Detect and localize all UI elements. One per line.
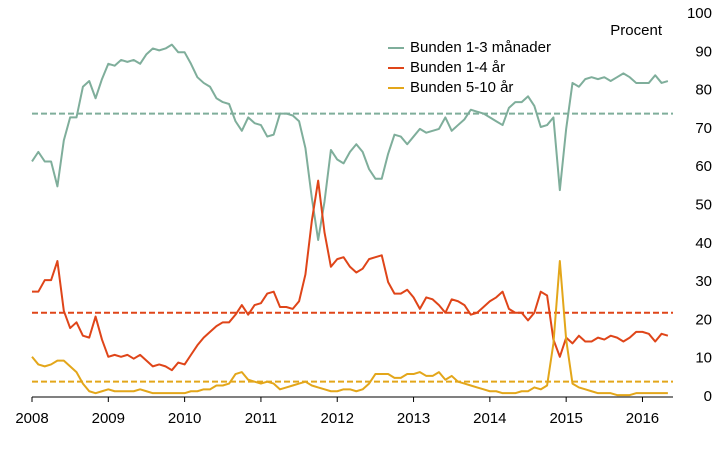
y-axis-label: Procent [610,22,663,39]
legend-label: Bunden 1-3 månader [410,39,551,56]
series-line [31,260,668,397]
y-tick-label: 100 [687,5,712,22]
y-tick-label: 0 [704,388,712,405]
y-tick-label: 60 [695,158,712,175]
x-tick-label: 2014 [473,410,506,427]
series-line [31,43,669,241]
x-tick-label: 2016 [626,410,659,427]
y-tick-label: 50 [695,196,712,213]
y-tick-label: 20 [695,311,712,328]
y-tick-label: 70 [695,120,712,137]
series-line [32,179,669,372]
x-tick-label: 2015 [549,410,582,427]
y-tick-label: 90 [695,43,712,60]
y-tick-label: 10 [695,350,712,367]
legend-label: Bunden 1-4 år [410,59,505,76]
x-tick-label: 2013 [397,410,430,427]
y-tick-label: 80 [695,82,712,99]
y-tick-label: 30 [695,273,712,290]
y-tick-label: 40 [695,235,712,252]
x-tick-label: 2009 [92,410,125,427]
x-tick-label: 2008 [15,410,48,427]
legend-label: Bunden 5-10 år [410,79,513,96]
x-tick-label: 2012 [321,410,354,427]
x-tick-label: 2011 [245,410,277,427]
x-tick-label: 2010 [168,410,201,427]
